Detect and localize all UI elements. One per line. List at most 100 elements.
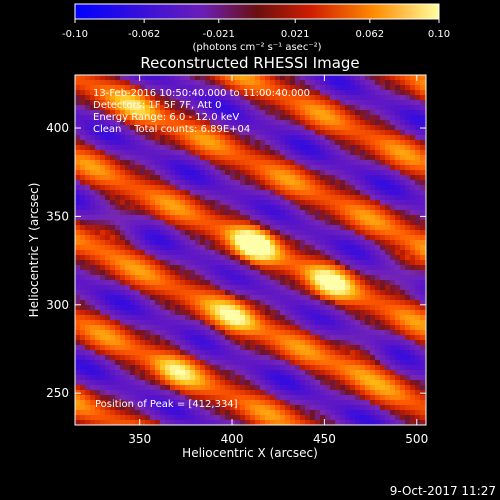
- heatmap-cell: [290, 95, 296, 101]
- heatmap-cell: [100, 130, 106, 136]
- heatmap-cell: [170, 325, 176, 331]
- heatmap-cell: [155, 365, 161, 371]
- heatmap-cell: [125, 360, 131, 366]
- heatmap-cell: [290, 400, 296, 406]
- heatmap-cell: [400, 180, 406, 186]
- heatmap-cell: [290, 190, 296, 196]
- heatmap-cell: [205, 255, 211, 261]
- heatmap-cell: [85, 380, 91, 386]
- heatmap-cell: [275, 360, 281, 366]
- heatmap-cell: [185, 280, 191, 286]
- heatmap-cell: [120, 300, 126, 306]
- heatmap-cell: [235, 415, 241, 421]
- heatmap-cell: [370, 250, 376, 256]
- heatmap-cell: [380, 165, 386, 171]
- heatmap-cell: [280, 250, 286, 256]
- heatmap-cell: [150, 155, 156, 161]
- heatmap-cell: [410, 410, 416, 416]
- heatmap-cell: [235, 380, 241, 386]
- heatmap-cell: [235, 330, 241, 336]
- heatmap-cell: [100, 165, 106, 171]
- heatmap-cell: [130, 145, 136, 151]
- heatmap-cell: [95, 185, 101, 191]
- heatmap-cell: [405, 230, 411, 236]
- heatmap-cell: [360, 175, 366, 181]
- heatmap-cell: [325, 100, 331, 106]
- heatmap-cell: [180, 230, 186, 236]
- heatmap-cell: [185, 305, 191, 311]
- heatmap-cell: [135, 210, 141, 216]
- heatmap-cell: [285, 215, 291, 221]
- heatmap-cell: [75, 350, 81, 356]
- heatmap-cell: [75, 75, 81, 81]
- heatmap-cell: [170, 310, 176, 316]
- heatmap-cell: [320, 190, 326, 196]
- heatmap-cell: [210, 230, 216, 236]
- heatmap-cell: [135, 395, 141, 401]
- heatmap-cell: [255, 280, 261, 286]
- heatmap-cell: [370, 155, 376, 161]
- heatmap-cell: [325, 110, 331, 116]
- heatmap-cell: [320, 330, 326, 336]
- heatmap-cell: [330, 380, 336, 386]
- heatmap-cell: [230, 215, 236, 221]
- heatmap-cell: [315, 180, 321, 186]
- heatmap-cell: [245, 400, 251, 406]
- heatmap-cell: [235, 205, 241, 211]
- heatmap-cell: [125, 120, 131, 126]
- heatmap-cell: [400, 255, 406, 261]
- heatmap-cell: [340, 320, 346, 326]
- heatmap-cell: [290, 395, 296, 401]
- heatmap-cell: [400, 165, 406, 171]
- heatmap-cell: [410, 135, 416, 141]
- heatmap-cell: [175, 420, 181, 425]
- heatmap-cell: [395, 135, 401, 141]
- heatmap-cell: [415, 335, 421, 341]
- heatmap-cell: [185, 295, 191, 301]
- heatmap-cell: [200, 420, 206, 425]
- heatmap-cell: [190, 335, 196, 341]
- heatmap-cell: [345, 220, 351, 226]
- heatmap-cell: [375, 390, 381, 396]
- heatmap-cell: [390, 250, 396, 256]
- heatmap-cell: [145, 160, 151, 166]
- heatmap-cell: [75, 375, 81, 381]
- heatmap-cell: [380, 175, 386, 181]
- heatmap-cell: [405, 100, 411, 106]
- heatmap-cell: [100, 385, 106, 391]
- heatmap-cell: [255, 345, 261, 351]
- heatmap-cell: [265, 320, 271, 326]
- heatmap-cell: [240, 145, 246, 151]
- heatmap-cell: [155, 285, 161, 291]
- heatmap-cell: [215, 365, 221, 371]
- heatmap-cell: [160, 270, 166, 276]
- heatmap-cell: [415, 340, 421, 346]
- heatmap-cell: [310, 335, 316, 341]
- heatmap-cell: [160, 105, 166, 111]
- heatmap-cell: [90, 265, 96, 271]
- heatmap-cell: [205, 275, 211, 281]
- heatmap-cell: [320, 180, 326, 186]
- heatmap-cell: [300, 135, 306, 141]
- heatmap-cell: [145, 315, 151, 321]
- heatmap-cell: [135, 195, 141, 201]
- heatmap-cell: [75, 260, 81, 266]
- heatmap-cell: [255, 125, 261, 131]
- heatmap-cell: [350, 345, 356, 351]
- heatmap-cell: [225, 90, 231, 96]
- heatmap-cell: [140, 205, 146, 211]
- heatmap-cell: [275, 85, 281, 91]
- heatmap-cell: [225, 80, 231, 86]
- heatmap-cell: [90, 395, 96, 401]
- heatmap-cell: [400, 110, 406, 116]
- heatmap-cell: [155, 180, 161, 186]
- heatmap-cell: [100, 240, 106, 246]
- heatmap-cell: [410, 420, 416, 425]
- heatmap-cell: [120, 125, 126, 131]
- heatmap-cell: [250, 140, 256, 146]
- heatmap-cell: [360, 150, 366, 156]
- heatmap-cell: [420, 180, 426, 186]
- heatmap-cell: [230, 100, 236, 106]
- heatmap-cell: [195, 320, 201, 326]
- heatmap-cell: [370, 95, 376, 101]
